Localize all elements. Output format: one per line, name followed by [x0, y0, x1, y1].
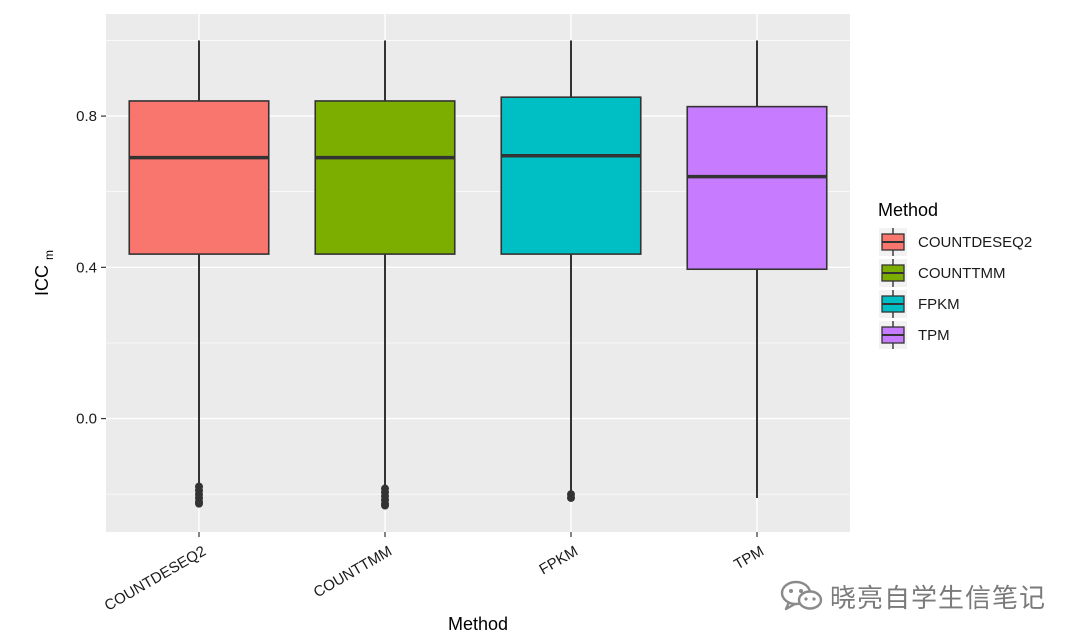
y-axis-title: ICC m: [32, 250, 56, 296]
y-tick-label: 0.8: [76, 108, 97, 125]
legend-item-fpkm: FPKM: [879, 290, 960, 318]
box-iqr: [314, 100, 456, 255]
y-axis-title-subscript: m: [42, 250, 56, 260]
watermark-text: 晓亮自学生信笔记: [830, 583, 1047, 614]
legend-label: COUNTTMM: [918, 265, 1005, 282]
legend-item-tpm: TPM: [879, 321, 950, 349]
legend-item-countdeseq2: COUNTDESEQ2: [879, 228, 1032, 256]
legend-label: FPKM: [918, 296, 960, 313]
box-fpkm: [500, 40, 642, 502]
outlier-point: [381, 501, 389, 510]
legend-label: TPM: [918, 327, 950, 344]
legend-title: Method: [878, 200, 938, 220]
box-iqr: [686, 105, 828, 271]
box-iqr: [500, 96, 642, 255]
y-tick-label: 0.4: [76, 259, 97, 276]
y-tick-label: 0.0: [76, 411, 97, 428]
x-tick-label: TPM: [731, 543, 767, 574]
x-axis-title: Method: [448, 614, 508, 634]
plot-panel: [106, 14, 850, 532]
outlier-point: [567, 493, 575, 502]
y-axis-ticks: 0.0 0.4 0.8: [76, 108, 106, 428]
box-iqr: [128, 100, 270, 255]
x-tick-label: FPKM: [536, 543, 581, 579]
outlier-point: [195, 499, 203, 508]
y-axis-title-main: ICC: [32, 265, 52, 296]
x-tick-label: COUNTDESEQ2: [102, 543, 209, 615]
box-counttmm: [314, 40, 456, 510]
box-countdeseq2: [128, 40, 270, 508]
legend: Method COUNTDESEQ2 COUNTTMM FPKM TPM: [878, 200, 1032, 349]
legend-item-counttmm: COUNTTMM: [879, 259, 1005, 287]
x-tick-label: COUNTTMM: [311, 543, 395, 601]
watermark: 晓亮自学生信笔记: [780, 578, 1046, 614]
legend-label: COUNTDESEQ2: [918, 234, 1032, 251]
box-series: [128, 40, 828, 510]
box-tpm: [686, 40, 828, 498]
wechat-icon: [780, 580, 823, 611]
x-axis-ticks: COUNTDESEQ2 COUNTTMM FPKM TPM: [102, 532, 767, 615]
